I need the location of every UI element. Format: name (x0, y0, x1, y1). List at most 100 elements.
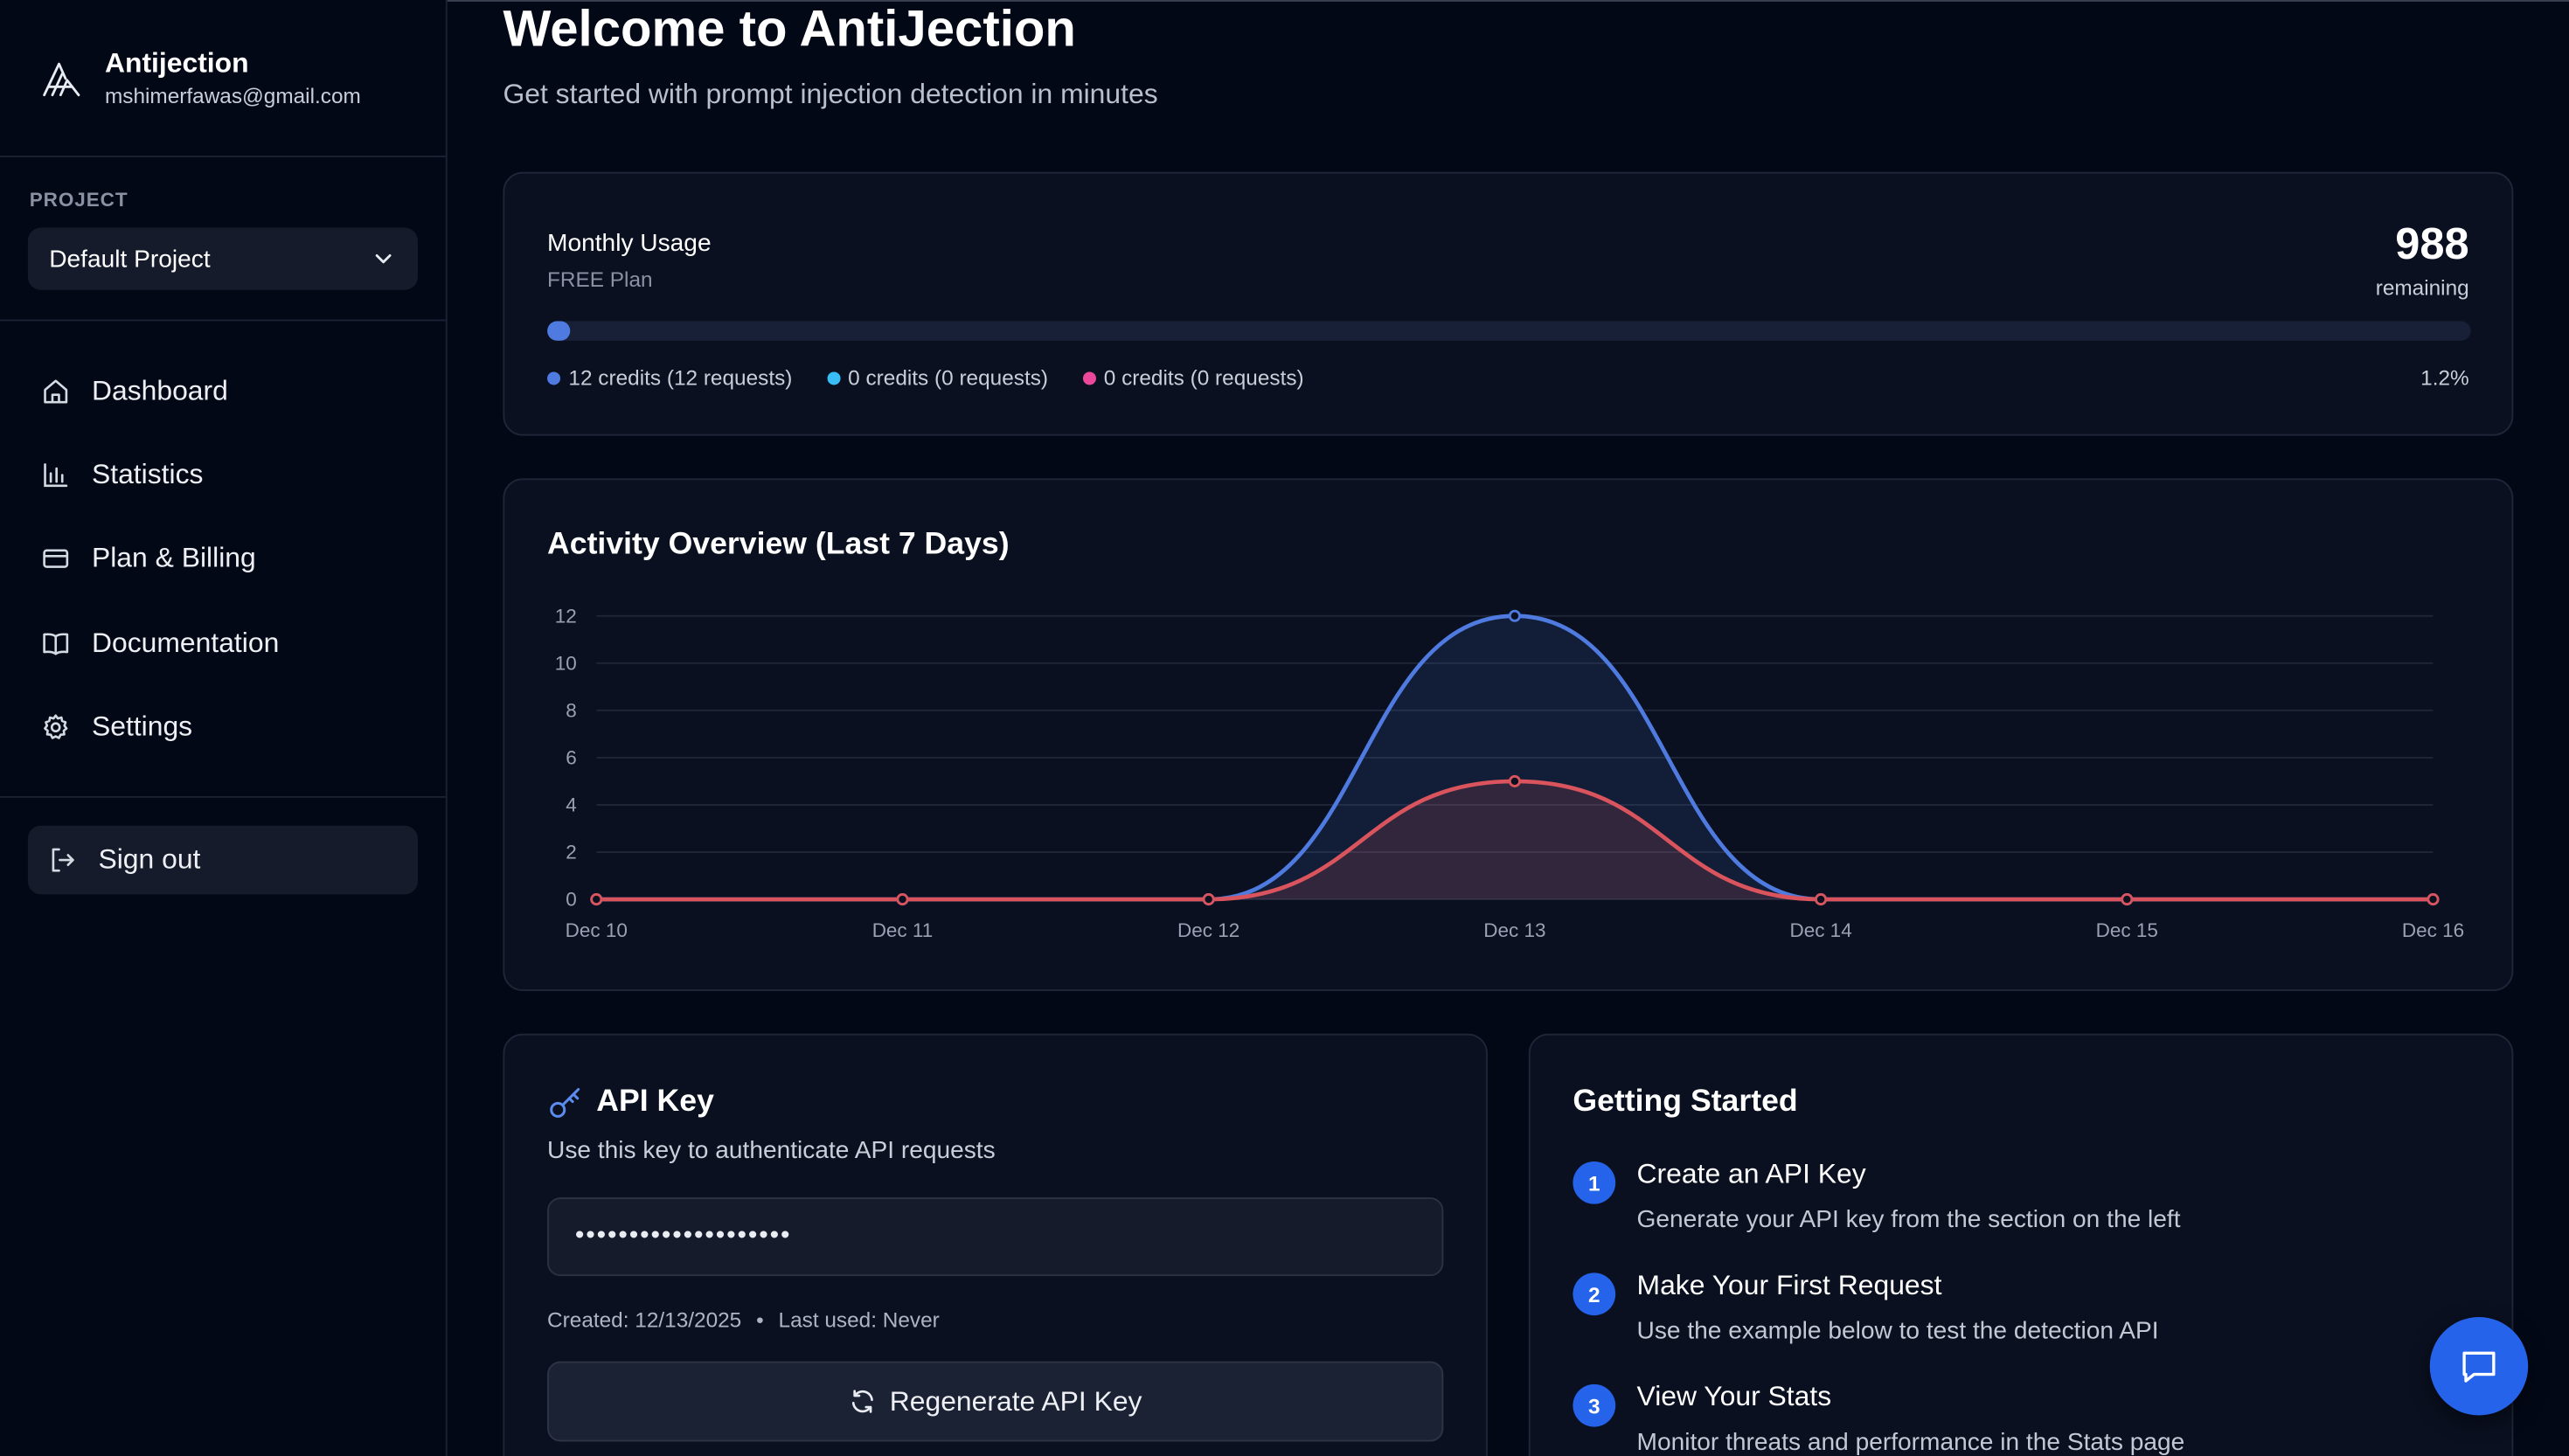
sidebar-nav: Dashboard Statistics Plan & Billing Docu… (28, 349, 418, 769)
sidebar-item-billing[interactable]: Plan & Billing (28, 517, 418, 601)
step-title: Make Your First Request (1636, 1269, 1942, 1301)
series-area (596, 615, 2434, 900)
api-key-meta: Created: 12/13/2025 • Last used: Never (547, 1307, 940, 1332)
x-tick-label: Dec 14 (1789, 919, 1851, 941)
remaining-count: 988 (2395, 219, 2469, 269)
data-point (1815, 893, 1828, 906)
sidebar-item-label: Documentation (91, 627, 280, 658)
sidebar-item-dashboard[interactable]: Dashboard (28, 349, 418, 433)
data-point (1202, 893, 1215, 906)
series-area (596, 780, 2434, 900)
data-point (1508, 609, 1521, 622)
activity-overview-card: Activity Overview (Last 7 Days) 0 2 4 6 8 10 1… (503, 478, 2514, 992)
getting-started-card: Getting Started 1 Create an API Key Gene… (1528, 1033, 2514, 1456)
credit-card-icon (43, 549, 69, 569)
sidebar-item-documentation[interactable]: Documentation (28, 601, 418, 685)
usage-legend-item: 0 credits (0 requests) (1082, 364, 1304, 391)
brand[interactable]: Antijection mshimerfawas@gmail.com (39, 45, 361, 117)
data-point (1508, 774, 1521, 787)
y-tick-label: 4 (566, 794, 577, 815)
sidebar-item-label: Plan & Billing (91, 542, 256, 574)
step-description: Monitor threats and performance in the S… (1636, 1428, 2185, 1456)
api-key-last-used: Last used: Never (778, 1307, 940, 1332)
monthly-usage-card: Monthly Usage FREE Plan 988 remaining 12… (503, 171, 2514, 436)
usage-legend-item: 0 credits (0 requests) (826, 364, 1049, 391)
page-title: Welcome to AntiJection (503, 0, 1076, 58)
activity-chart: 0 2 4 6 8 10 12 Dec 10 Dec 11 Dec 12 Dec 13 Dec 14 D… (555, 605, 2464, 941)
sidebar-item-statistics[interactable]: Statistics (28, 433, 418, 517)
book-icon (43, 632, 69, 655)
x-tick-label: Dec 11 (872, 919, 934, 941)
x-tick-label: Dec 12 (1177, 919, 1239, 941)
y-tick-label: 10 (555, 652, 577, 674)
sign-out-button[interactable]: Sign out (27, 825, 418, 895)
antijection-logo (43, 62, 80, 97)
y-tick-label: 6 (566, 746, 577, 768)
x-tick-label: Dec 16 (2402, 919, 2464, 941)
data-point (590, 893, 603, 906)
api-key-created: Created: 12/13/2025 (547, 1307, 742, 1332)
refresh-icon (851, 1390, 873, 1413)
api-key-header: API Key (547, 1085, 714, 1120)
x-tick-label: Dec 15 (2096, 919, 2158, 941)
sidebar: Antijection mshimerfawas@gmail.com PROJE… (0, 0, 448, 1456)
usage-progress-bar (547, 321, 2471, 341)
data-point (2427, 893, 2440, 906)
remaining-label: remaining (2375, 274, 2469, 301)
chat-button[interactable] (2429, 1317, 2529, 1416)
y-tick-label: 2 (566, 841, 577, 863)
meta-separator: • (756, 1307, 764, 1332)
legend-label: 12 credits (12 requests) (568, 364, 793, 391)
step-description: Generate your API key from the section o… (1636, 1205, 2181, 1234)
legend-label: 0 credits (0 requests) (1103, 364, 1304, 391)
legend-dot (826, 371, 840, 385)
sidebar-divider (0, 156, 446, 157)
bar-chart-icon (44, 462, 68, 487)
chart-title: Activity Overview (Last 7 Days) (547, 527, 1010, 562)
chevron-down-icon (375, 254, 392, 264)
sidebar-item-label: Settings (91, 711, 193, 742)
api-key-card: API Key Use this key to authenticate API… (503, 1033, 1488, 1456)
usage-legend-item: 12 credits (12 requests) (547, 365, 792, 390)
chat-icon (2462, 1351, 2496, 1383)
usage-progress-fill (547, 321, 571, 341)
data-point (2121, 893, 2134, 906)
project-label: PROJECT (29, 188, 128, 211)
user-email: mshimerfawas@gmail.com (104, 83, 361, 108)
key-icon (550, 1087, 580, 1118)
usage-legend: 12 credits (12 requests) 0 credits (0 re… (547, 365, 1338, 390)
step-number: 3 (1573, 1383, 1616, 1427)
project-select-value: Default Project (49, 245, 211, 274)
usage-percent: 1.2% (2420, 364, 2469, 391)
gear-icon (44, 714, 68, 739)
project-select[interactable]: Default Project (27, 227, 418, 290)
brand-name: Antijection (104, 47, 249, 79)
api-key-description: Use this key to authenticate API request… (547, 1136, 996, 1165)
step-title: View Your Stats (1636, 1381, 1832, 1412)
step-title: Create an API Key (1636, 1158, 1866, 1189)
plan-name: FREE Plan (547, 267, 653, 292)
legend-label: 0 credits (0 requests) (848, 364, 1049, 391)
sidebar-item-label: Dashboard (91, 374, 228, 406)
home-icon (44, 378, 68, 403)
api-key-title: API Key (596, 1084, 714, 1120)
sidebar-divider (0, 319, 446, 322)
sidebar-item-label: Statistics (91, 458, 204, 490)
data-point (896, 893, 909, 906)
sidebar-item-settings[interactable]: Settings (28, 685, 418, 769)
x-tick-label: Dec 10 (566, 919, 628, 941)
step-number: 2 (1573, 1272, 1616, 1316)
page-subtitle: Get started with prompt injection detect… (503, 78, 1158, 110)
x-tick-label: Dec 13 (1483, 919, 1545, 941)
brand-text: Antijection mshimerfawas@gmail.com (105, 45, 361, 111)
sign-out-icon (52, 848, 74, 872)
regenerate-label: Regenerate API Key (889, 1384, 1142, 1417)
usage-title: Monthly Usage (547, 229, 712, 258)
api-key-field[interactable]: •••••••••••••••••••• (547, 1197, 1444, 1277)
legend-dot (1082, 371, 1096, 385)
y-tick-label: 8 (566, 699, 577, 721)
top-border (0, 0, 2569, 2)
regenerate-api-key-button[interactable]: Regenerate API Key (547, 1361, 1444, 1442)
step-description: Use the example below to test the detect… (1636, 1317, 2159, 1345)
